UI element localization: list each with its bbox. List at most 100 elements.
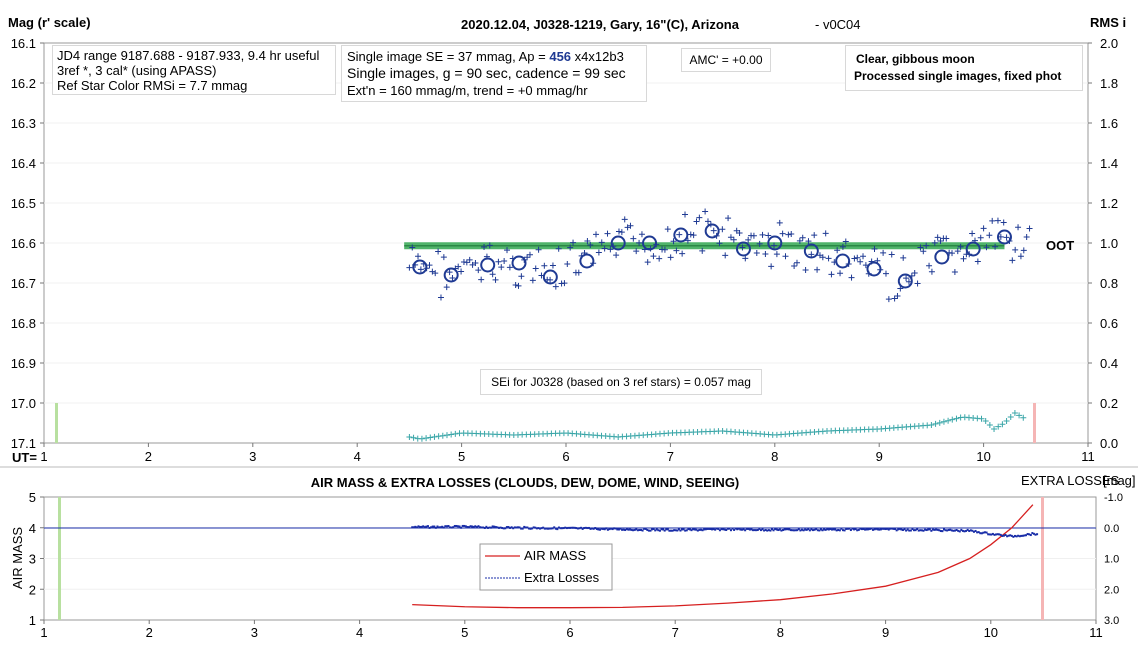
raw-point <box>759 231 766 238</box>
raw-point <box>765 232 772 239</box>
raw-point <box>541 262 548 269</box>
raw-point <box>575 269 582 276</box>
raw-point <box>762 250 769 257</box>
raw-point <box>834 247 841 254</box>
raw-point <box>504 247 511 254</box>
raw-point <box>564 261 571 268</box>
raw-point <box>974 258 981 265</box>
raw-point <box>567 244 574 251</box>
raw-point <box>704 218 711 225</box>
binned-point <box>965 241 981 257</box>
rms-point <box>1020 414 1027 421</box>
raw-point <box>630 235 637 242</box>
bottom-x-tick-label: 10 <box>984 625 998 640</box>
sei-text: SEi for J0328 (based on 3 ref stars) = 0… <box>491 374 751 389</box>
raw-point <box>796 237 803 244</box>
rms-point <box>945 417 952 424</box>
top-x-tick-label: 4 <box>354 449 361 464</box>
raw-point <box>811 232 818 239</box>
rms-point <box>452 430 459 437</box>
raw-point <box>432 270 439 277</box>
rms-point <box>435 433 442 440</box>
amc-box: AMC' = +0.00 <box>681 48 771 72</box>
raw-point <box>446 269 453 276</box>
bottom-x-tick-label: 8 <box>777 625 784 640</box>
raw-point <box>894 292 901 299</box>
raw-point <box>900 254 907 261</box>
raw-point <box>633 248 640 255</box>
raw-point <box>552 283 559 290</box>
start-marker <box>55 403 58 443</box>
rms-point <box>953 415 960 422</box>
raw-point <box>977 234 984 241</box>
raw-point <box>532 265 539 272</box>
top-y-tick-label: 16.7 <box>11 276 36 291</box>
raw-point <box>793 259 800 266</box>
conditions-line1: Clear, gibbous moon <box>856 52 975 66</box>
bottom-y2-tick-label: 0.0 <box>1104 523 1119 535</box>
raw-point <box>805 238 812 245</box>
raw-point <box>481 244 488 251</box>
raw-point <box>693 218 700 225</box>
raw-point <box>828 271 835 278</box>
raw-point <box>684 237 691 244</box>
raw-point <box>486 242 493 249</box>
raw-point <box>750 232 757 239</box>
bottom-x-tick-label: 7 <box>672 625 679 640</box>
raw-point <box>1012 246 1019 253</box>
rms-point <box>999 421 1006 428</box>
raw-point <box>638 231 645 238</box>
rms-point <box>439 432 446 439</box>
bottom-y-right-unit: [mag] <box>1103 473 1136 488</box>
top-x-tick-label: 3 <box>249 449 256 464</box>
y-right-label: RMS i <box>1090 15 1126 30</box>
raw-point <box>776 219 783 226</box>
raw-point <box>920 248 927 255</box>
bottom-x-tick-label: 11 <box>1089 625 1103 640</box>
raw-point <box>719 226 726 233</box>
rms-point <box>932 420 939 427</box>
info-image-line3: Ext'n = 160 mmag/m, trend = +0 mmag/hr <box>347 83 588 98</box>
raw-point <box>676 231 683 238</box>
raw-point <box>842 238 849 245</box>
raw-point <box>722 252 729 259</box>
raw-point <box>986 232 993 239</box>
raw-point <box>903 275 910 282</box>
oot-label: OOT <box>1046 238 1074 253</box>
rms-point <box>410 434 417 441</box>
raw-point <box>682 211 689 218</box>
raw-point <box>931 239 938 246</box>
raw-point <box>951 269 958 276</box>
raw-point <box>914 280 921 287</box>
top-y2-tick-label: 1.6 <box>1100 116 1118 131</box>
raw-point <box>1020 247 1027 254</box>
y-left-label: Mag (r' scale) <box>8 15 91 30</box>
raw-point <box>555 245 562 252</box>
raw-point <box>928 268 935 275</box>
raw-point <box>535 246 542 253</box>
raw-point <box>960 255 967 262</box>
raw-point <box>618 229 625 236</box>
top-y2-tick-label: 1.2 <box>1100 196 1118 211</box>
top-y2-tick-label: 1.4 <box>1100 156 1118 171</box>
bottom-x-tick-label: 5 <box>461 625 468 640</box>
raw-point <box>742 255 749 262</box>
bottom-y-tick-label: 2 <box>29 582 36 597</box>
raw-point <box>518 273 525 280</box>
binned-point <box>866 261 882 277</box>
top-y2-tick-label: 0.2 <box>1100 396 1118 411</box>
rms-point <box>928 422 935 428</box>
raw-point <box>773 251 780 258</box>
bottom-y2-tick-label: -1.0 <box>1104 492 1123 504</box>
bottom-y-left-label: AIR MASS <box>10 527 25 589</box>
raw-point <box>426 262 433 269</box>
raw-point <box>437 294 444 301</box>
raw-point <box>825 255 832 262</box>
bottom-x-tick-label: 2 <box>146 625 153 640</box>
raw-point <box>1023 233 1030 240</box>
raw-point <box>417 266 424 273</box>
raw-point <box>848 274 855 281</box>
raw-point <box>771 242 778 249</box>
bottom-y2-tick-label: 2.0 <box>1104 584 1119 596</box>
raw-point <box>710 227 717 234</box>
